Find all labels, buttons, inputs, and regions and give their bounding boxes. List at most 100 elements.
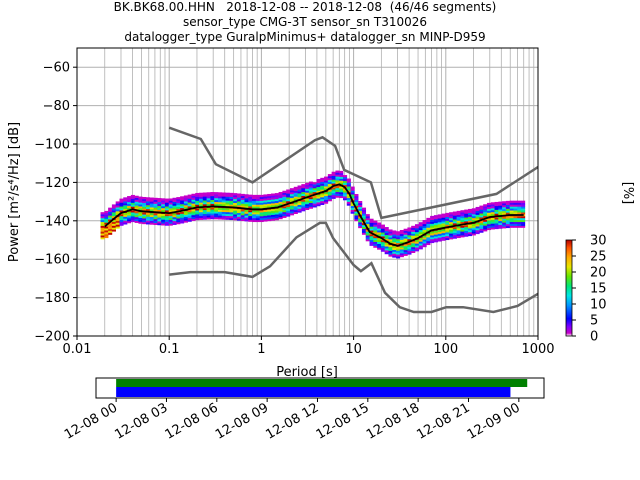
heatmap-cell bbox=[286, 204, 291, 208]
heatmap-cell bbox=[202, 192, 207, 195]
heatmap-cell bbox=[221, 202, 226, 205]
heatmap-cell bbox=[217, 207, 223, 210]
heatmap-cell bbox=[180, 205, 185, 209]
heatmap-cell bbox=[502, 201, 507, 204]
heatmap-cell bbox=[471, 233, 476, 236]
heatmap-cell bbox=[274, 216, 279, 219]
heatmap-cell bbox=[452, 213, 457, 216]
heatmap-cell bbox=[255, 198, 260, 201]
heatmap-cell bbox=[426, 229, 431, 232]
heatmap-cell bbox=[111, 219, 116, 222]
heatmap-cell bbox=[104, 226, 109, 229]
heatmap-cell bbox=[483, 209, 488, 213]
heatmap-cell bbox=[312, 203, 317, 206]
heatmap-cell bbox=[233, 218, 238, 221]
heatmap-cell bbox=[149, 222, 154, 225]
heatmap-cell bbox=[388, 229, 393, 232]
heatmap-cell bbox=[161, 223, 166, 226]
heatmap-cell bbox=[297, 206, 302, 209]
heatmap-cell bbox=[422, 223, 427, 227]
heatmap-cell bbox=[327, 195, 332, 198]
heatmap-cell bbox=[271, 218, 276, 221]
heatmap-cell bbox=[433, 236, 439, 239]
heatmap-cell bbox=[460, 212, 465, 215]
heatmap-cell bbox=[342, 188, 348, 191]
heatmap-cell bbox=[460, 214, 465, 217]
heatmap-cell bbox=[414, 245, 420, 248]
heatmap-cell bbox=[456, 222, 461, 225]
heatmap-cell bbox=[206, 199, 211, 203]
heatmap-cell bbox=[494, 217, 499, 220]
heatmap-cell bbox=[414, 228, 420, 231]
heatmap-cell bbox=[145, 212, 151, 215]
heatmap-cell bbox=[384, 250, 389, 253]
heatmap-cell bbox=[164, 206, 170, 209]
heatmap-cell bbox=[327, 199, 332, 202]
heatmap-cell bbox=[225, 192, 230, 195]
heatmap-cell bbox=[445, 218, 450, 221]
heatmap-cell bbox=[339, 174, 344, 177]
heatmap-cell bbox=[494, 221, 499, 224]
heatmap-cell bbox=[316, 180, 321, 184]
heatmap-cell bbox=[392, 253, 397, 256]
heatmap-cell bbox=[202, 204, 207, 207]
heatmap-cell bbox=[289, 203, 295, 206]
heatmap-cell bbox=[377, 234, 382, 237]
heatmap-cell bbox=[111, 206, 116, 209]
heatmap-cell bbox=[221, 198, 226, 201]
heatmap-cell bbox=[127, 201, 132, 205]
heatmap-cell bbox=[468, 228, 473, 231]
heatmap-cell bbox=[513, 206, 518, 209]
heatmap-cell bbox=[433, 240, 439, 243]
heatmap-cell bbox=[293, 186, 298, 190]
heatmap-cell bbox=[464, 211, 469, 214]
figure-title: BK.BK68.00.HHN 2018-12-08 -- 2018-12-08 … bbox=[0, 0, 610, 45]
heatmap-cell bbox=[430, 237, 435, 240]
heatmap-cell bbox=[407, 242, 412, 246]
heatmap-cell bbox=[373, 245, 378, 248]
heatmap-cell bbox=[286, 201, 291, 204]
heatmap-cell bbox=[308, 185, 313, 188]
heatmap-cell bbox=[225, 209, 230, 213]
heatmap-cell bbox=[267, 213, 272, 216]
heatmap-cell bbox=[411, 233, 416, 236]
heatmap-cell bbox=[396, 254, 401, 257]
heatmap-cell bbox=[187, 206, 192, 209]
heatmap-cell bbox=[100, 221, 105, 224]
heatmap-cell bbox=[301, 201, 306, 204]
heatmap-cell bbox=[342, 194, 348, 197]
heatmap-cell bbox=[312, 184, 317, 187]
heatmap-cell bbox=[199, 204, 204, 207]
heatmap-cell bbox=[308, 189, 313, 192]
heatmap-cell bbox=[164, 210, 170, 213]
heatmap-cell bbox=[380, 241, 385, 245]
heatmap-cell bbox=[115, 212, 120, 216]
heatmap-cell bbox=[373, 224, 378, 227]
heatmap-cell bbox=[199, 208, 204, 211]
heatmap-cell bbox=[414, 239, 420, 242]
heatmap-cell bbox=[168, 198, 173, 201]
heatmap-cell bbox=[513, 219, 518, 223]
heatmap-cell bbox=[320, 185, 325, 188]
heatmap-cell bbox=[301, 187, 306, 191]
heatmap-cell bbox=[411, 237, 416, 240]
heatmap-cell bbox=[414, 229, 420, 233]
heatmap-cell bbox=[142, 200, 147, 204]
heatmap-cell bbox=[392, 251, 397, 254]
heatmap-cell bbox=[361, 215, 367, 218]
heatmap-cell bbox=[426, 238, 431, 242]
heatmap-cell bbox=[252, 194, 257, 198]
heatmap-cell bbox=[271, 214, 276, 217]
heatmap-cell bbox=[100, 235, 105, 238]
heatmap-cell bbox=[123, 218, 128, 221]
heatmap-cell bbox=[293, 192, 298, 195]
heatmap-cell bbox=[214, 207, 219, 210]
heatmap-cell bbox=[354, 203, 359, 206]
heatmap-cell bbox=[244, 205, 249, 209]
heatmap-cell bbox=[138, 215, 143, 218]
heatmap-cell bbox=[342, 175, 348, 178]
heatmap-cell bbox=[289, 195, 295, 199]
heatmap-cell bbox=[308, 191, 313, 194]
heatmap-cell bbox=[517, 217, 522, 221]
heatmap-cell bbox=[210, 209, 215, 212]
